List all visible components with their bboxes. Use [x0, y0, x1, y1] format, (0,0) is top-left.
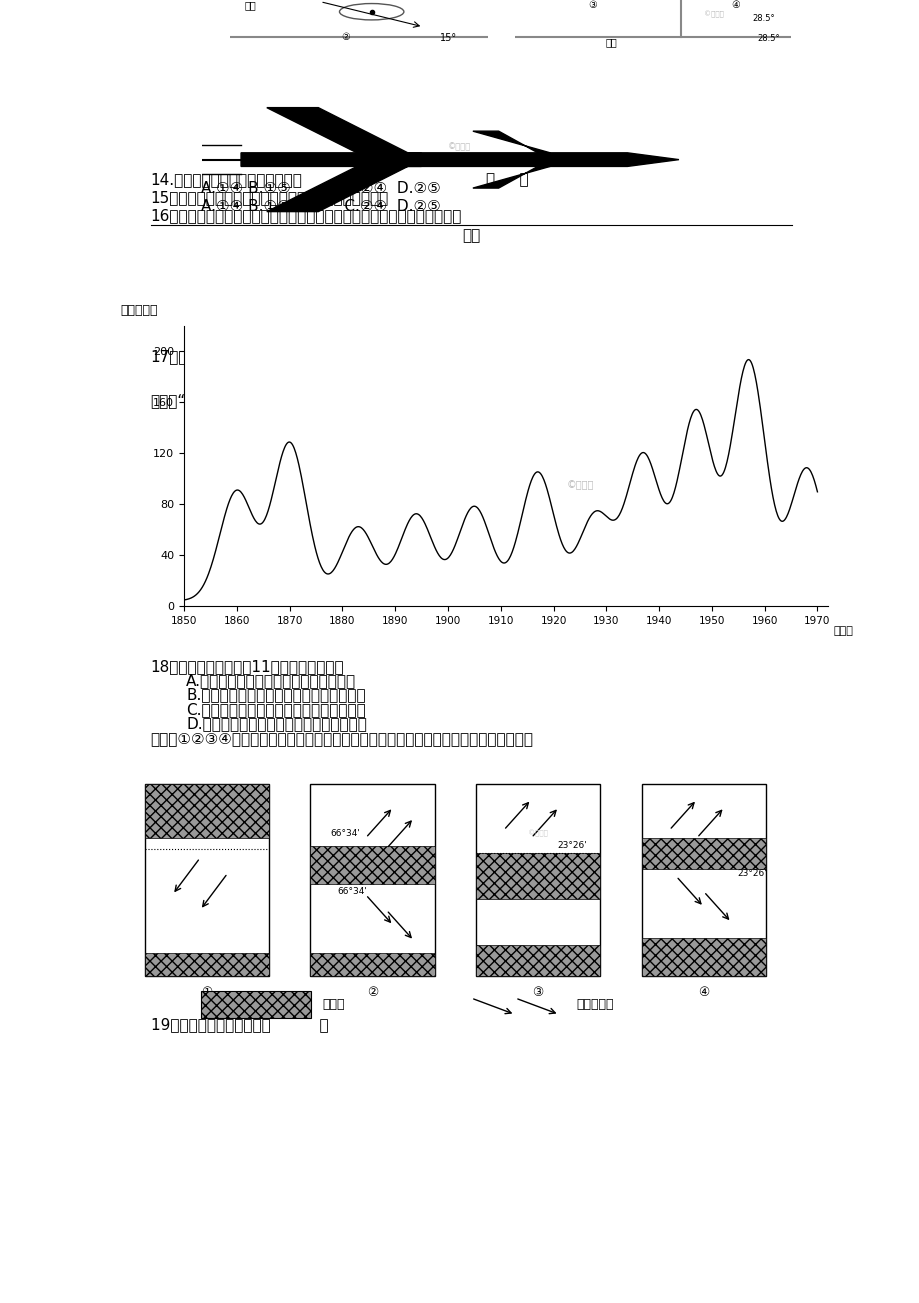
Text: A.①④ B.①⑤           C.②④  D.②⑤: A.①④ B.①⑤ C.②④ D.②⑤ — [200, 181, 440, 195]
Text: ④: ④ — [731, 0, 740, 10]
Text: 19．处于同一日的一组是（          ）: 19．处于同一日的一组是（ ） — [151, 1016, 328, 1032]
Text: ©正确云: ©正确云 — [448, 143, 471, 151]
Text: 23°26': 23°26' — [557, 840, 587, 850]
Text: 18．太阳活动周期约为11年，一般是指（）: 18．太阳活动周期约为11年，一般是指（） — [151, 659, 344, 675]
Text: ①大气环流②石油、天然气资源③火山爆发④地壳运动: ①大气环流②石油、天然气资源③火山爆发④地壳运动 — [200, 364, 437, 379]
Text: 气压带: 气压带 — [322, 998, 344, 1011]
Text: ©正确云: ©正确云 — [565, 480, 593, 490]
Text: A.地球公转从近日点到远日点所需的时间: A.地球公转从近日点到远日点所需的时间 — [186, 674, 356, 688]
Bar — [641, 838, 765, 869]
Text: ©正确云: ©正确云 — [703, 10, 723, 18]
Text: A.①④ B.③④ C.①② D.②③: A.①④ B.③④ C.①② D.②③ — [200, 378, 386, 392]
Text: ④: ④ — [698, 986, 709, 999]
Text: 28.5°: 28.5° — [752, 13, 774, 22]
Text: ③: ③ — [587, 0, 596, 10]
Text: 低压: 低压 — [462, 228, 480, 244]
Bar — [476, 853, 600, 899]
Text: （年）: （年） — [833, 627, 852, 636]
Polygon shape — [267, 160, 421, 211]
Text: D.太阳黑子数由最多到最少的平均间隔时间: D.太阳黑子数由最多到最少的平均间隔时间 — [186, 715, 367, 731]
Text: 河流: 河流 — [244, 0, 256, 10]
Text: 23°26': 23°26' — [736, 869, 766, 878]
Text: 风带及风向: 风带及风向 — [575, 998, 613, 1011]
Polygon shape — [472, 160, 550, 188]
Text: 28.5°: 28.5° — [757, 34, 779, 43]
Text: B.太阳连续两次直射同一地点所间隔的时间: B.太阳连续两次直射同一地点所间隔的时间 — [186, 688, 366, 702]
Bar — [476, 946, 600, 976]
Text: 14.图中小岛最终可能连接的岐堤是: 14.图中小岛最终可能连接的岐堤是 — [151, 172, 302, 186]
Text: A.逆风飞行 B.风从北侧吹来 C.顺风飞行 D.风从南侧吹来: A.逆风飞行 B.风从北侧吹来 C.顺风飞行 D.风从南侧吹来 — [200, 335, 460, 351]
Text: 17．下列地理事物的形成，与太阳辐射密切相关的是（）: 17．下列地理事物的形成，与太阳辐射密切相关的是（） — [151, 349, 389, 365]
Y-axis label: 黑子相对数: 黑子相对数 — [120, 305, 157, 318]
Polygon shape — [267, 108, 421, 160]
Text: 15°: 15° — [440, 33, 457, 43]
Bar — [476, 784, 600, 976]
Bar — [311, 846, 435, 883]
Text: ③: ③ — [532, 986, 543, 999]
Text: C.相邻两次太阳活动极大年的平均间隔时间: C.相邻两次太阳活动极大年的平均间隔时间 — [186, 702, 366, 717]
Bar — [145, 784, 269, 838]
Text: 河流: 河流 — [606, 36, 617, 47]
Text: ②: ② — [367, 986, 378, 999]
Text: ①: ① — [201, 986, 212, 999]
Bar — [311, 952, 435, 976]
Polygon shape — [472, 132, 550, 160]
Text: 16．如图所示，一架飞机在南华球自东向西飞行，飞机左侧是高压，可判断: 16．如图所示，一架飞机在南华球自东向西飞行，飞机左侧是高压，可判断 — [151, 208, 461, 223]
Polygon shape — [241, 152, 678, 167]
Text: 15．若要在甲、乙两图四点中建设港口，则最合适的点是: 15．若要在甲、乙两图四点中建设港口，则最合适的点是 — [151, 190, 389, 205]
Bar — [641, 938, 765, 976]
Text: ©正确云: ©正确云 — [528, 830, 548, 837]
Text: 66°34': 66°34' — [330, 829, 359, 838]
Text: 66°34': 66°34' — [336, 887, 367, 896]
Text: A.①④ B.①⑤           C.②④  D.②⑤: A.①④ B.①⑤ C.②④ D.②⑤ — [200, 199, 440, 214]
Bar — [145, 784, 269, 976]
Text: ②: ② — [341, 33, 350, 42]
Bar — [200, 992, 311, 1018]
Bar — [311, 784, 435, 976]
Text: 下图为“19世纪中叶以来太阳黑子数变化示意图”。读图并结合有关知识，完成下列各题。: 下图为“19世纪中叶以来太阳黑子数变化示意图”。读图并结合有关知识，完成下列各题… — [151, 392, 523, 408]
Text: 下图中①②③④分别为二分二至日气压带、风带分布示意图的一部分。读图回答下列各题。: 下图中①②③④分别为二分二至日气压带、风带分布示意图的一部分。读图回答下列各题。 — [151, 731, 533, 745]
Bar — [641, 784, 765, 976]
Text: （     ）: （ ） — [485, 172, 528, 186]
Bar — [145, 952, 269, 976]
